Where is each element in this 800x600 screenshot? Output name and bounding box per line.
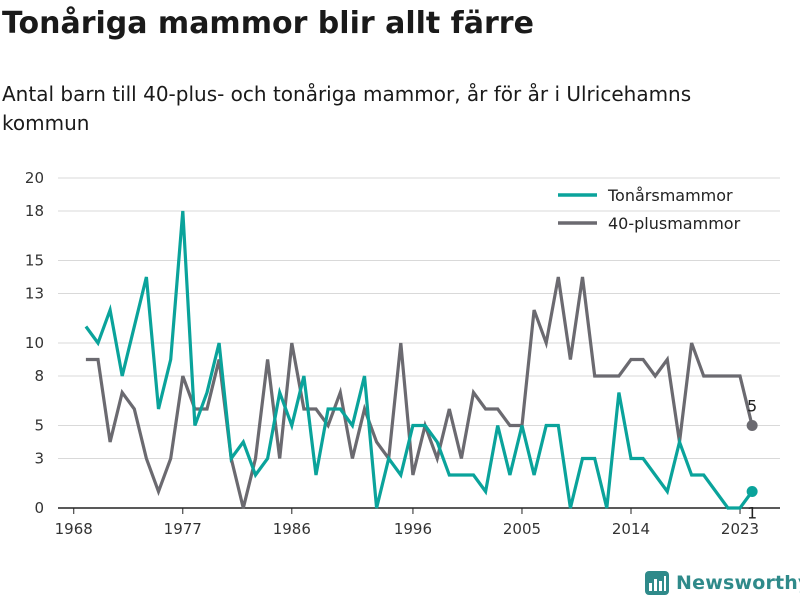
y-tick-label: 13 <box>25 285 44 303</box>
end-value-label: 5 <box>747 397 757 416</box>
x-tick-label: 1968 <box>55 520 93 538</box>
x-tick-label: 1977 <box>164 520 202 538</box>
y-tick-label: 8 <box>34 367 44 385</box>
x-axis: 1968 1977 1986 1996 2005 2014 2023 <box>55 507 780 538</box>
gridlines <box>58 177 780 459</box>
brand-name: Newsworthy <box>676 572 800 594</box>
x-tick-label: 1996 <box>394 520 432 538</box>
end-value-label: 1 <box>747 504 757 523</box>
y-tick-label: 20 <box>25 169 44 187</box>
x-tick-label: 2005 <box>503 520 541 538</box>
x-tick-label: 2023 <box>721 520 759 538</box>
x-tick-label: 1986 <box>273 520 311 538</box>
legend-label: 40-plusmammor <box>608 214 741 233</box>
y-tick-label: 18 <box>25 202 44 220</box>
y-axis-ticks: 0 3 5 8 10 13 15 18 20 <box>25 169 44 517</box>
end-markers: 51 <box>746 397 758 523</box>
chart-subtitle: Antal barn till 40-plus- och tonåriga ma… <box>2 82 692 135</box>
x-tick-label: 2014 <box>612 520 650 538</box>
y-tick-label: 3 <box>34 450 44 468</box>
y-tick-label: 0 <box>34 499 44 517</box>
y-tick-label: 5 <box>34 417 44 435</box>
chart-title: Tonåriga mammor blir allt färre <box>2 6 534 41</box>
bar-chart-logo-icon <box>645 571 669 595</box>
series-lines <box>84 210 754 510</box>
series-line-ton-rsmammor <box>84 210 754 510</box>
newsworthy-logo: Newsworthy <box>644 570 800 596</box>
legend-label: Tonårsmammor <box>607 186 733 205</box>
y-tick-label: 10 <box>25 334 44 352</box>
end-point-marker <box>746 420 758 431</box>
series-line-40-plusmammor <box>85 276 754 509</box>
y-tick-label: 15 <box>25 252 44 270</box>
legend: Tonårsmammor 40-plusmammor <box>558 186 741 233</box>
end-point-marker <box>746 486 758 497</box>
